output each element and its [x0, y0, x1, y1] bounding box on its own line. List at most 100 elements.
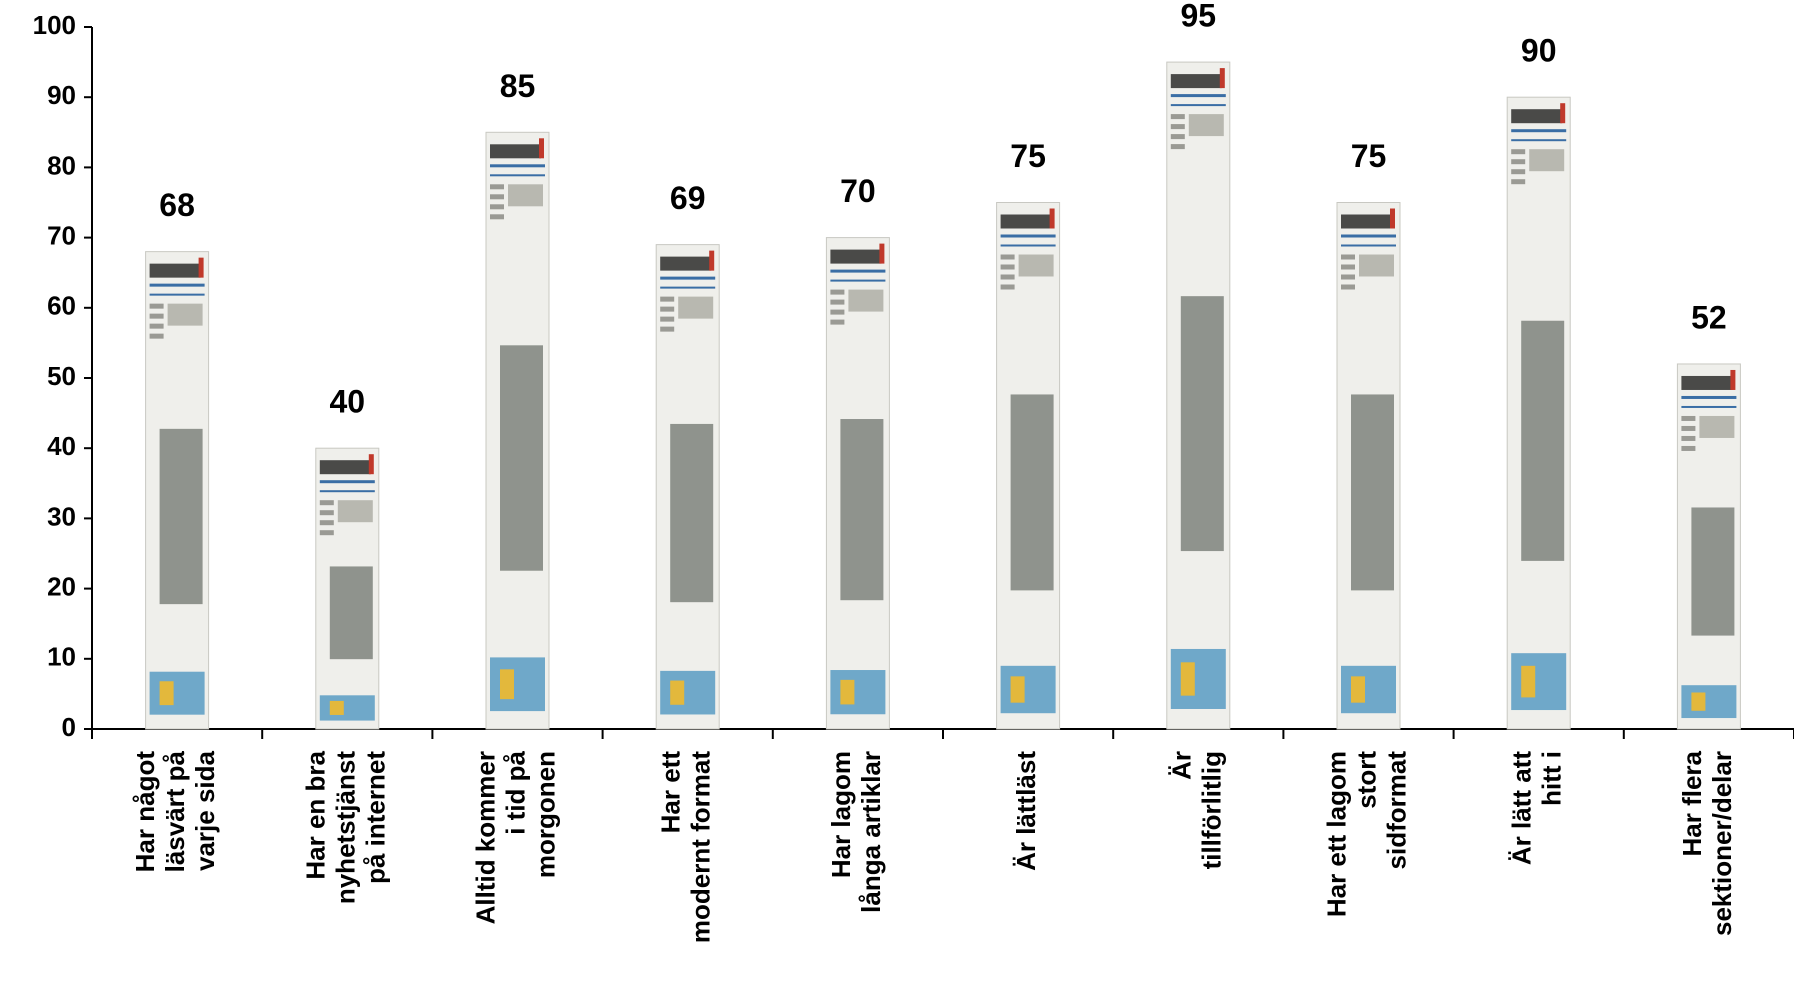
newspaper-text	[1511, 159, 1526, 165]
newspaper-text	[1341, 254, 1355, 260]
newspaper-text	[149, 323, 164, 329]
newspaper-photo	[1351, 394, 1394, 591]
newspaper-accent	[1560, 103, 1566, 124]
newspaper-ad	[670, 680, 685, 705]
value-label: 52	[1691, 299, 1727, 335]
newspaper-rule	[1681, 395, 1737, 399]
newspaper-accent	[539, 138, 544, 159]
newspaper-ad	[1000, 665, 1056, 714]
newspaper-ad	[319, 695, 375, 721]
newspaper-text	[660, 316, 675, 322]
newspaper-photo	[1691, 507, 1735, 636]
newspaper-headline	[1529, 149, 1565, 172]
newspaper-text	[1681, 445, 1696, 451]
newspaper-text	[490, 214, 504, 220]
newspaper-ad	[1521, 665, 1536, 698]
newspaper-accent	[879, 243, 885, 264]
newspaper-text	[1170, 124, 1185, 130]
newspaper-text	[1341, 284, 1355, 290]
x-tick-label: Har ett lagomstortsidformat	[1321, 751, 1411, 917]
newspaper-masthead	[830, 249, 882, 264]
newspaper-text	[490, 204, 504, 210]
newspaper	[655, 244, 720, 730]
newspaper-ad	[1010, 676, 1025, 703]
newspaper-headline	[508, 184, 543, 207]
y-tick-label: 20	[47, 571, 76, 601]
value-label: 69	[670, 180, 706, 216]
newspaper-headline	[1699, 415, 1735, 438]
x-tick-label: Är lättläst	[1011, 751, 1041, 871]
newspaper	[315, 447, 380, 730]
newspaper-photo	[500, 345, 543, 571]
newspaper-rule	[1341, 234, 1396, 238]
newspaper-photo	[670, 423, 714, 603]
newspaper-ad	[840, 679, 855, 705]
newspaper-ad	[1691, 692, 1706, 711]
newspaper-accent	[198, 257, 204, 278]
newspaper-text	[149, 303, 164, 309]
newspaper-rule	[660, 276, 716, 280]
newspaper-text	[490, 194, 504, 200]
newspaper-accent	[1730, 369, 1736, 390]
newspaper-text	[1341, 264, 1355, 270]
newspaper-text	[1000, 254, 1015, 260]
newspaper-photo	[329, 566, 373, 660]
newspaper-text	[1681, 425, 1696, 431]
newspaper-photo	[1010, 394, 1054, 591]
x-tick-label: Har en branyhetstjänstpå internet	[300, 750, 390, 904]
newspaper-ad	[1511, 653, 1567, 711]
newspaper-text	[319, 500, 334, 506]
newspaper-headline	[678, 296, 714, 319]
y-tick-label: 60	[47, 291, 76, 321]
value-label: 70	[840, 173, 876, 209]
x-tick-label: Ärtillförlitlig	[1166, 751, 1226, 869]
y-tick-label: 90	[47, 80, 76, 110]
value-label: 75	[1010, 138, 1046, 174]
newspaper-headline	[1188, 114, 1224, 137]
newspaper-text	[1170, 134, 1185, 140]
newspaper-text	[830, 289, 845, 295]
value-label: 85	[500, 68, 536, 104]
newspaper-rule	[1000, 244, 1056, 247]
newspaper-masthead	[1170, 74, 1222, 89]
newspaper-accent	[1390, 208, 1395, 229]
newspaper-rule	[1000, 234, 1056, 238]
newspaper-rule	[319, 490, 375, 493]
newspaper-ad	[1170, 648, 1226, 709]
y-tick-label: 80	[47, 150, 76, 180]
newspaper-photo	[1180, 296, 1224, 552]
newspaper-photo	[1521, 320, 1565, 561]
newspaper-text	[660, 326, 675, 332]
newspaper-ad	[500, 669, 514, 700]
x-tick-label: Har någotläsvärt påvarje sida	[130, 750, 220, 872]
newspaper-text	[490, 184, 504, 190]
newspaper-ad	[159, 681, 174, 706]
newspaper-text	[830, 299, 845, 305]
newspaper-rule	[490, 174, 545, 177]
newspaper-ad	[1341, 665, 1396, 714]
newspaper-text	[149, 333, 164, 339]
newspaper-text	[1000, 274, 1015, 280]
y-tick-label: 70	[47, 220, 76, 250]
newspaper-text	[319, 510, 334, 516]
newspaper-ad	[149, 671, 205, 715]
newspaper-ad	[1351, 676, 1365, 703]
newspaper-text	[1000, 264, 1015, 270]
newspaper-text	[830, 309, 845, 315]
newspaper-ad	[830, 670, 886, 715]
newspaper-text	[1170, 114, 1185, 120]
newspaper-accent	[1049, 208, 1055, 229]
newspaper-ad	[1681, 685, 1737, 719]
newspaper-rule	[490, 164, 545, 168]
newspaper-headline	[1018, 254, 1054, 277]
x-tick-label: Har lagomlånga artiklar	[826, 751, 886, 913]
newspaper	[825, 237, 890, 730]
newspaper	[145, 251, 210, 730]
newspaper	[1676, 363, 1741, 730]
newspaper-text	[1511, 179, 1526, 185]
newspaper-text	[660, 296, 675, 302]
newspaper-text	[149, 313, 164, 319]
newspaper-text	[1511, 169, 1526, 175]
newspaper-text	[1681, 435, 1696, 441]
